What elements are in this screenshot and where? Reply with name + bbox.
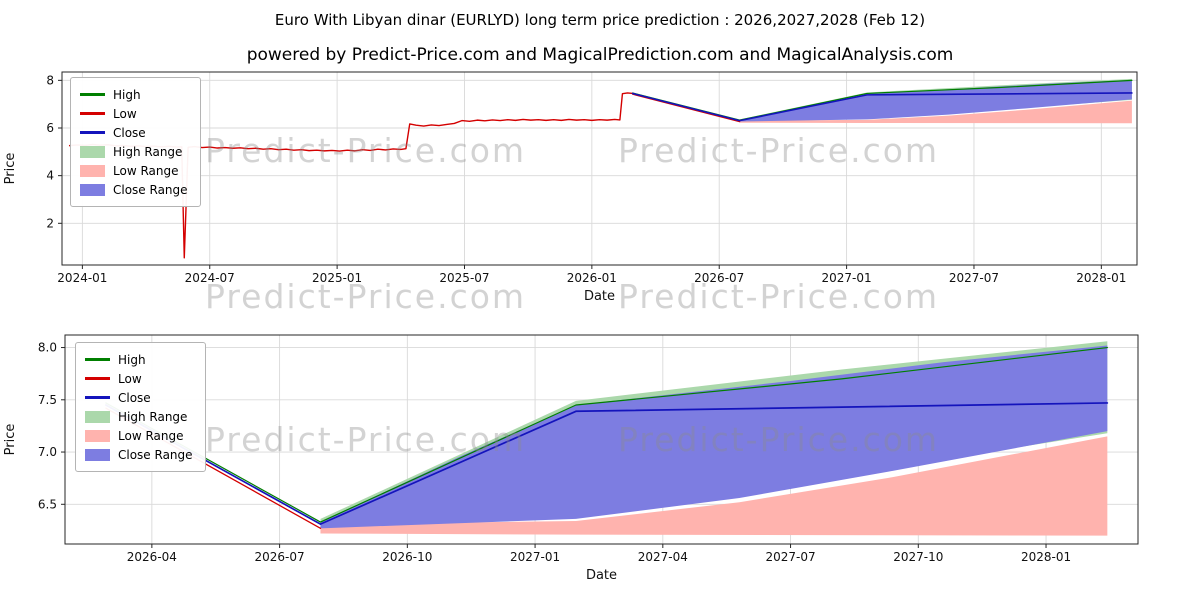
x-tick-label: 2027-04 (638, 550, 688, 564)
y-axis-label: Price (3, 424, 18, 456)
y-tick-label: 2 (46, 216, 54, 230)
legend-swatch-line (85, 358, 110, 361)
close-range-band (739, 79, 1132, 122)
bottom-chart-canvas: 2026-04 2026-07 2026-10 2027-01 2027-04 2027-… (3, 334, 1139, 583)
x-tick-label: 2025-07 (439, 271, 489, 285)
legend-swatch-patch (80, 164, 105, 177)
y-tick-label: 7.5 (38, 393, 57, 407)
close-forecast-line (631, 92, 1133, 122)
plot-border (61, 71, 1138, 266)
low-range-band (739, 100, 1132, 124)
legend-label: Close (113, 125, 146, 140)
chart-header: Euro With Libyan dinar (EURLYD) long ter… (0, 0, 1200, 66)
legend-label: Low Range (118, 428, 184, 443)
legend-item-close: Close (80, 123, 188, 142)
x-tick-label: 2027-01 (822, 271, 872, 285)
legend-label: Close (118, 390, 151, 405)
y-tick-label: 8 (46, 73, 54, 87)
legend-label: High Range (118, 409, 188, 424)
y-tick-label: 6.5 (38, 497, 57, 511)
high-forecast-line (105, 346, 1108, 523)
legend-item-high-range: High Range (80, 142, 188, 161)
y-axis-label: Price (3, 153, 18, 185)
legend-label: High (118, 352, 146, 367)
legend-item-high: High (80, 85, 188, 104)
legend-label: Low (113, 106, 137, 121)
legend-label: High Range (113, 144, 183, 159)
legend-label: High (113, 87, 141, 102)
y-tick-label: 7.0 (38, 445, 57, 459)
y-tick-label: 4 (46, 169, 54, 183)
x-tick-label: 2028-01 (1076, 271, 1126, 285)
x-tick-label: 2027-07 (765, 550, 815, 564)
x-tick-label: 2026-07 (255, 550, 305, 564)
legend-item-close: Close (85, 388, 193, 407)
x-tick-label: 2027-01 (510, 550, 560, 564)
chart-title: Euro With Libyan dinar (EURLYD) long ter… (274, 11, 926, 29)
legend-swatch-patch (80, 183, 105, 196)
x-tick-label: 2024-01 (57, 271, 107, 285)
x-axis-label: Date (584, 289, 615, 304)
x-tick-label: 2026-01 (567, 271, 617, 285)
legend-item-low-range: Low Range (80, 161, 188, 180)
x-axis-label: Date (586, 568, 617, 583)
bottom-chart: 2026-04 2026-07 2026-10 2027-01 2027-04 2027-… (0, 311, 1200, 593)
legend-swatch-line (85, 377, 110, 380)
legend-item-low: Low (80, 104, 188, 123)
close-forecast-line (105, 402, 1109, 525)
legend-swatch-line (80, 112, 105, 115)
plot-border (64, 334, 1139, 545)
y-tick-label: 6 (46, 121, 54, 135)
legend-item-high: High (85, 350, 193, 369)
x-tick-label: 2024-07 (185, 271, 235, 285)
close-range-band (320, 345, 1108, 529)
legend-label: Low (118, 371, 142, 386)
legend-label: Close Range (118, 447, 193, 462)
legend-item-close-range: Close Range (85, 445, 193, 464)
y-tick-label: 8.0 (38, 341, 57, 355)
legend-swatch-line (85, 396, 110, 399)
legend-item-close-range: Close Range (80, 180, 188, 199)
legend-swatch-patch (85, 448, 110, 461)
x-tick-label: 2026-10 (382, 550, 432, 564)
legend-swatch-patch (80, 145, 105, 158)
top-chart-canvas: 2024-01 2024-07 2025-01 2025-07 2026-01 2026-… (3, 71, 1138, 304)
legend-swatch-patch (85, 429, 110, 442)
legend-swatch-line (80, 131, 105, 134)
legend-item-high-range: High Range (85, 407, 193, 426)
top-chart: 2024-01 2024-07 2025-01 2025-07 2026-01 2026-… (0, 66, 1200, 311)
x-tick-label: 2025-01 (312, 271, 362, 285)
legend-item-low-range: Low Range (85, 426, 193, 445)
legend-swatch-line (80, 93, 105, 96)
x-tick-label: 2027-10 (893, 550, 943, 564)
x-tick-label: 2026-07 (694, 271, 744, 285)
legend-swatch-patch (85, 410, 110, 423)
legend-label: Low Range (113, 163, 179, 178)
bottom-chart-legend: High Low Close High Range Low Range Close Ran… (75, 342, 206, 472)
legend-item-low: Low (85, 369, 193, 388)
legend-label: Close Range (113, 182, 188, 197)
x-tick-label: 2028-01 (1021, 550, 1071, 564)
top-chart-legend: High Low Close High Range Low Range Close Ran… (70, 77, 201, 207)
x-tick-label: 2026-04 (127, 550, 177, 564)
chart-subtitle: powered by Predict-Price.com and Magical… (246, 45, 954, 65)
low-range-band (320, 436, 1108, 536)
x-tick-label: 2027-07 (949, 271, 999, 285)
